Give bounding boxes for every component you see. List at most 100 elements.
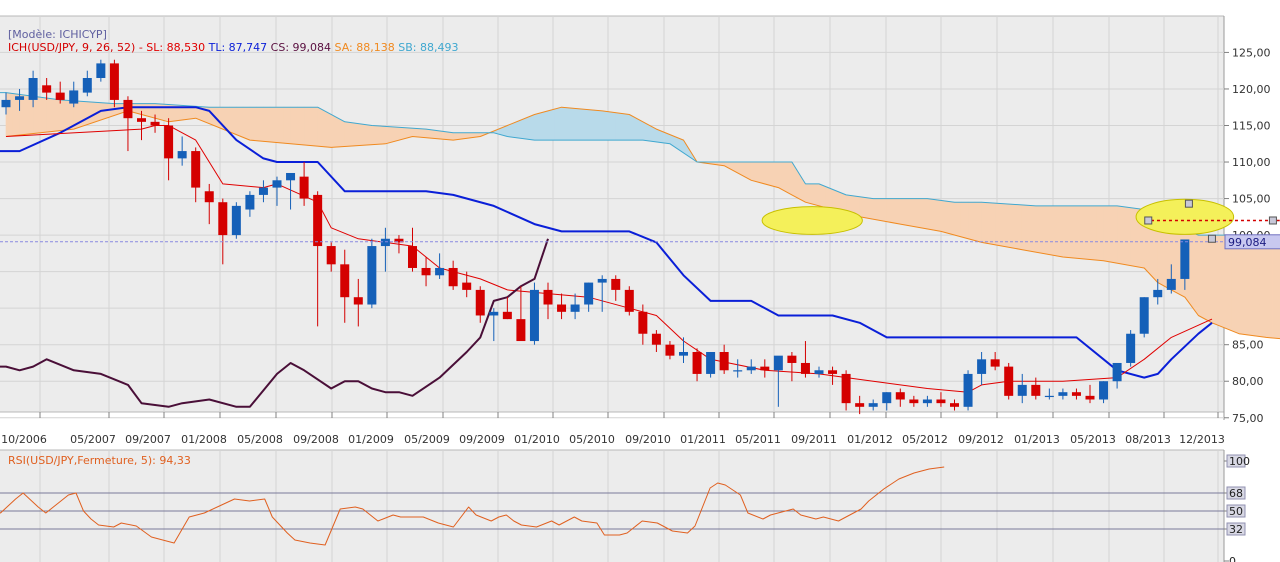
cloud-segment xyxy=(947,200,955,236)
cloud-segment xyxy=(811,183,820,207)
cloud-segment xyxy=(317,106,325,148)
candle-body xyxy=(272,180,282,188)
candle xyxy=(164,118,174,181)
cloud-segment xyxy=(568,107,576,141)
cloud-segment xyxy=(1062,205,1070,258)
candle xyxy=(557,293,567,320)
candle xyxy=(990,352,1000,371)
senkou-span-a-line xyxy=(5,106,1280,340)
candle xyxy=(489,308,499,342)
cloud-segment xyxy=(1049,205,1057,257)
cloud-segment xyxy=(1245,234,1253,336)
x-tick-label: 05/2010 xyxy=(569,433,615,446)
cloud-segment xyxy=(80,100,88,128)
candle-body xyxy=(313,194,323,247)
cloud-segment xyxy=(249,106,257,142)
cloud-segment xyxy=(622,113,630,141)
cloud-segment xyxy=(540,110,549,141)
candle-body xyxy=(82,78,92,93)
candle xyxy=(746,359,756,374)
candle-body xyxy=(367,246,377,305)
cloud-segment xyxy=(351,122,359,147)
candle-body xyxy=(828,370,838,374)
candle-body xyxy=(1099,381,1109,400)
cloud-segment xyxy=(527,114,535,141)
candle xyxy=(679,337,688,363)
x-tick-label: 01/2011 xyxy=(680,433,726,446)
cloud-segment xyxy=(412,127,420,138)
cloud-segment xyxy=(534,112,542,141)
candle-body xyxy=(164,125,174,159)
candle-body xyxy=(96,63,106,78)
candle xyxy=(82,70,92,97)
candle xyxy=(475,286,485,323)
candle xyxy=(516,286,526,342)
indicator-legend: ICH(USD/JPY, 9, 26, 52) - SL: 88,530 TL:… xyxy=(8,41,458,54)
candle xyxy=(421,257,431,287)
y-tick-label: 75,00 xyxy=(1232,412,1264,425)
candle-body xyxy=(1180,239,1190,279)
cloud-segment xyxy=(927,198,935,231)
candle xyxy=(96,59,106,82)
chikou-span-line xyxy=(0,238,549,408)
cloud-segment xyxy=(1110,205,1118,264)
cloud-segment xyxy=(147,103,156,119)
candle-body xyxy=(137,118,146,122)
candle xyxy=(638,304,648,345)
rsi-legend: RSI(USD/JPY,Fermeture, 5): 94,33 xyxy=(8,454,191,467)
candle-body xyxy=(692,352,702,374)
candle xyxy=(963,370,973,411)
candle-body xyxy=(326,246,336,265)
cloud-segment xyxy=(242,106,251,141)
candle xyxy=(800,341,810,378)
rsi-line xyxy=(0,466,945,546)
candle xyxy=(42,78,52,100)
candle xyxy=(909,395,919,407)
cloud-segment xyxy=(1272,234,1280,339)
candle xyxy=(1126,330,1136,367)
cloud-segment xyxy=(1035,205,1043,254)
candle-body xyxy=(1071,392,1081,396)
drawing-handle[interactable] xyxy=(1207,234,1216,243)
x-tick-label: 05/2012 xyxy=(902,433,948,446)
candle xyxy=(841,370,851,411)
candle xyxy=(787,352,797,382)
candle xyxy=(570,293,580,320)
cloud-segment xyxy=(1198,234,1206,320)
drawing-handle[interactable] xyxy=(1144,216,1153,225)
drawing-handle[interactable] xyxy=(1268,216,1277,225)
cloud-segment xyxy=(263,106,271,143)
drawing-handle[interactable] xyxy=(1184,199,1193,208)
candle xyxy=(137,110,146,141)
candle-body xyxy=(990,359,1000,367)
cloud-segment xyxy=(303,106,312,146)
cloud-segment xyxy=(1103,205,1111,263)
candle xyxy=(719,344,729,374)
candle xyxy=(245,191,255,217)
x-tick-label: 01/2013 xyxy=(1014,433,1060,446)
candle xyxy=(448,260,458,290)
x-tick-label: 09/2008 xyxy=(293,433,339,446)
cloud-segment xyxy=(1028,205,1037,253)
candle xyxy=(1017,373,1027,404)
candle-body xyxy=(922,399,932,404)
candle-body xyxy=(746,366,756,371)
candle xyxy=(502,297,512,320)
x-tick-label: 01/2010 xyxy=(514,433,560,446)
cloud-segment xyxy=(154,103,163,121)
candle xyxy=(936,392,946,407)
cloud-segment xyxy=(750,161,759,183)
cloud-segment xyxy=(981,201,989,244)
cloud-segment xyxy=(899,198,908,226)
candle xyxy=(529,282,539,345)
candle-body xyxy=(1031,384,1041,396)
candle xyxy=(760,359,770,378)
cloud-segment xyxy=(994,202,1003,247)
candle-body xyxy=(638,311,648,334)
candle-body xyxy=(909,399,919,404)
candle xyxy=(15,88,25,111)
candle xyxy=(299,162,309,206)
candle xyxy=(895,388,905,407)
cloud-segment xyxy=(229,106,237,136)
rsi-plot-area xyxy=(0,450,1224,562)
